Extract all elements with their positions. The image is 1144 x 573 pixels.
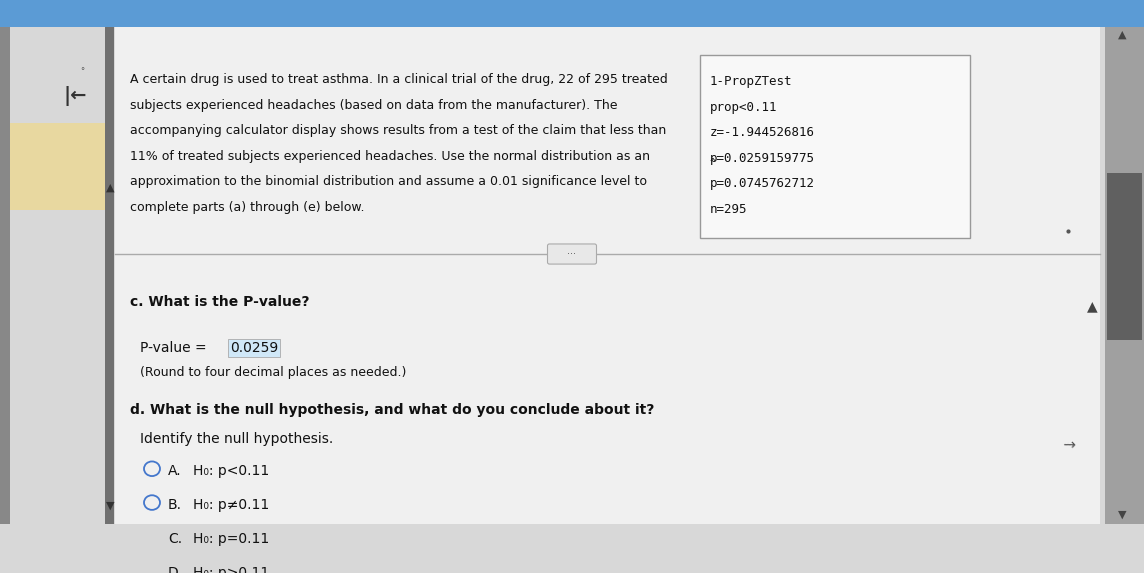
Text: ▲: ▲ (105, 182, 114, 193)
Bar (0, 28, 10, 524)
Text: 1-PropZTest: 1-PropZTest (710, 75, 793, 88)
Bar (700, 55, 970, 238)
Text: c. What is the P-value?: c. What is the P-value? (130, 295, 310, 309)
Text: d. What is the null hypothesis, and what do you conclude about it?: d. What is the null hypothesis, and what… (130, 403, 654, 417)
Text: Identify the null hypothesis.: Identify the null hypothesis. (140, 432, 333, 446)
Text: 0.0259: 0.0259 (230, 341, 278, 355)
Text: 11% of treated subjects experienced headaches. Use the normal distribution as an: 11% of treated subjects experienced head… (130, 150, 650, 163)
Bar (0, 0, 1144, 28)
Text: ↗: ↗ (1058, 436, 1078, 456)
Text: °: ° (80, 67, 84, 76)
Text: approximation to the binomial distribution and assume a 0.01 significance level : approximation to the binomial distributi… (130, 175, 648, 189)
Text: ▼: ▼ (1118, 509, 1126, 520)
Bar (105, 28, 114, 524)
Bar (10, 123, 113, 210)
Bar (116, 28, 1101, 524)
Text: H₀: p<0.11: H₀: p<0.11 (193, 464, 269, 478)
Bar (1105, 28, 1144, 524)
Text: n=295: n=295 (710, 203, 747, 216)
Text: subjects experienced headaches (based on data from the manufacturer). The: subjects experienced headaches (based on… (130, 99, 618, 112)
Text: H₀: p=0.11: H₀: p=0.11 (193, 532, 269, 546)
Text: accompanying calculator display shows results from a test of the claim that less: accompanying calculator display shows re… (130, 124, 666, 138)
Text: ^: ^ (710, 158, 716, 168)
Text: C.: C. (168, 532, 182, 546)
Text: D.: D. (168, 566, 183, 573)
Text: z=-1.944526816: z=-1.944526816 (710, 126, 815, 139)
Text: P-value =: P-value = (140, 341, 210, 355)
Text: A.: A. (168, 464, 182, 478)
Text: ···: ··· (567, 249, 577, 259)
Text: ▼: ▼ (105, 500, 114, 511)
Text: H₀: p≠0.11: H₀: p≠0.11 (193, 498, 269, 512)
Bar (228, 339, 280, 358)
Text: ▲: ▲ (1118, 30, 1126, 40)
Text: (Round to four decimal places as needed.): (Round to four decimal places as needed.… (140, 366, 406, 379)
Bar (1107, 173, 1142, 340)
Text: complete parts (a) through (e) below.: complete parts (a) through (e) below. (130, 201, 365, 214)
Text: |←: |← (63, 86, 87, 106)
Text: ▲: ▲ (1087, 300, 1097, 313)
Text: B.: B. (168, 498, 182, 512)
FancyBboxPatch shape (548, 244, 596, 264)
Text: H₀: p>0.11: H₀: p>0.11 (193, 566, 269, 573)
Text: A certain drug is used to treat asthma. In a clinical trial of the drug, 22 of 2: A certain drug is used to treat asthma. … (130, 73, 668, 86)
Text: prop<0.11: prop<0.11 (710, 100, 778, 113)
Text: p=0.0745762712: p=0.0745762712 (710, 177, 815, 190)
Text: p=0.0259159775: p=0.0259159775 (710, 152, 815, 164)
